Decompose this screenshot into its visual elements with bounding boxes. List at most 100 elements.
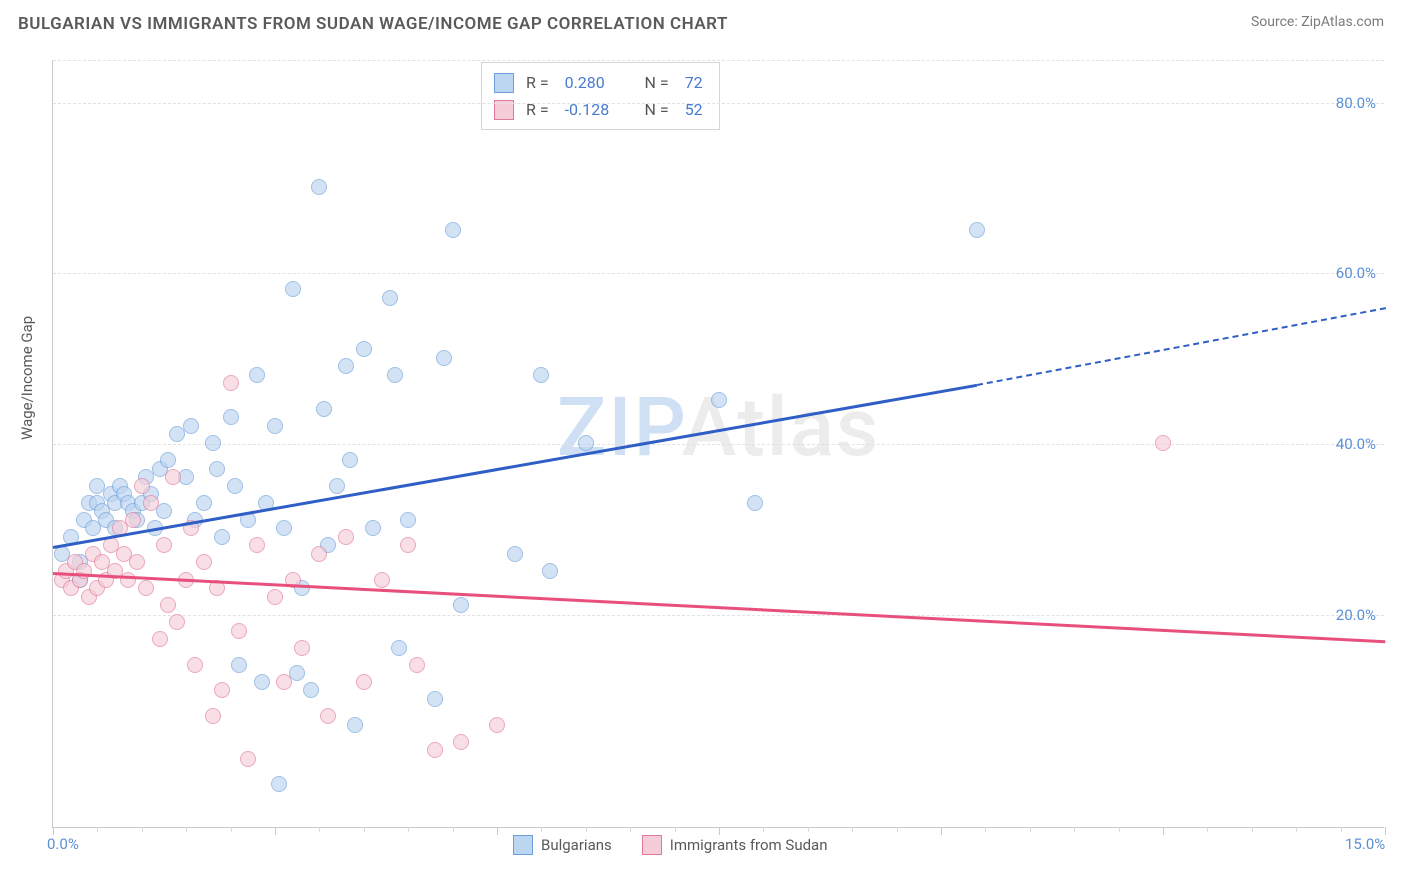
x-tick-minor [142,827,143,832]
legend-swatch [513,835,533,855]
legend-item: Bulgarians [513,835,612,855]
data-point [711,392,727,408]
data-point [205,708,221,724]
data-point [267,418,283,434]
legend-item: Immigrants from Sudan [642,835,828,855]
data-point [231,657,247,673]
data-point [271,776,287,792]
x-tick-minor [763,827,764,832]
x-tick-major [941,827,942,835]
x-tick-minor [897,827,898,832]
data-point [120,572,136,588]
x-tick-minor [1252,827,1253,832]
stat-r-label: R = [526,96,553,123]
data-point [969,222,985,238]
data-point [205,435,221,451]
x-tick-minor [675,827,676,832]
data-point [507,546,523,562]
stat-n-label: N = [641,96,673,123]
data-point [436,350,452,366]
data-point [125,512,141,528]
data-point [138,580,154,596]
data-point [311,179,327,195]
stat-n-value: 52 [685,96,703,123]
trend-line [976,307,1385,386]
y-tick-label: 20.0% [1336,606,1376,624]
data-point [156,503,172,519]
data-point [227,478,243,494]
x-tick-minor [808,827,809,832]
data-point [391,640,407,656]
stat-r-value: 0.280 [565,69,629,96]
x-tick-major [719,827,720,835]
data-point [533,367,549,383]
x-tick-minor [231,827,232,832]
data-point [311,546,327,562]
x-tick-label: 15.0% [1345,835,1385,853]
data-point [356,341,372,357]
data-point [489,717,505,733]
x-tick-label: 0.0% [47,835,79,853]
y-tick-label: 80.0% [1336,94,1376,112]
data-point [187,657,203,673]
data-point [143,495,159,511]
data-point [294,640,310,656]
y-tick-label: 60.0% [1336,264,1376,282]
data-point [152,631,168,647]
data-point [542,563,558,579]
data-point [374,572,390,588]
data-point [231,623,247,639]
data-point [1155,435,1171,451]
stat-r-value: -0.128 [565,96,629,123]
data-point [409,657,425,673]
gridline [53,60,1384,61]
data-point [747,495,763,511]
trend-line [53,572,1385,643]
x-tick-minor [364,827,365,832]
data-point [196,495,212,511]
data-point [165,469,181,485]
data-point [356,674,372,690]
x-tick-minor [852,827,853,832]
data-point [249,367,265,383]
data-point [169,614,185,630]
data-point [209,461,225,477]
x-tick-minor [541,827,542,832]
data-point [303,682,319,698]
x-tick-minor [408,827,409,832]
data-point [338,529,354,545]
data-point [453,597,469,613]
data-point [276,520,292,536]
data-point [320,708,336,724]
x-tick-major [497,827,498,835]
data-point [342,452,358,468]
x-tick-major [1163,827,1164,835]
data-point [214,529,230,545]
data-point [249,537,265,553]
legend: Bulgarians Immigrants from Sudan [513,835,828,855]
x-tick-minor [586,827,587,832]
x-tick-major [53,827,54,835]
x-tick-minor [186,827,187,832]
correlation-stat-box: R = 0.280 N = 72R = -0.128 N = 52 [481,62,720,130]
data-point [276,674,292,690]
gridline [53,103,1384,104]
stat-row: R = -0.128 N = 52 [494,96,703,123]
gridline [53,615,1384,616]
data-point [285,281,301,297]
y-axis-label: Wage/Income Gap [18,316,36,440]
data-point [183,418,199,434]
x-tick-minor [97,827,98,832]
x-tick-minor [453,827,454,832]
data-point [254,674,270,690]
x-tick-minor [1119,827,1120,832]
data-point [365,520,381,536]
data-point [329,478,345,494]
x-tick-minor [1296,827,1297,832]
stat-n-label: N = [641,69,673,96]
data-point [160,452,176,468]
x-tick-minor [985,827,986,832]
data-point [160,597,176,613]
data-point [453,734,469,750]
data-point [338,358,354,374]
